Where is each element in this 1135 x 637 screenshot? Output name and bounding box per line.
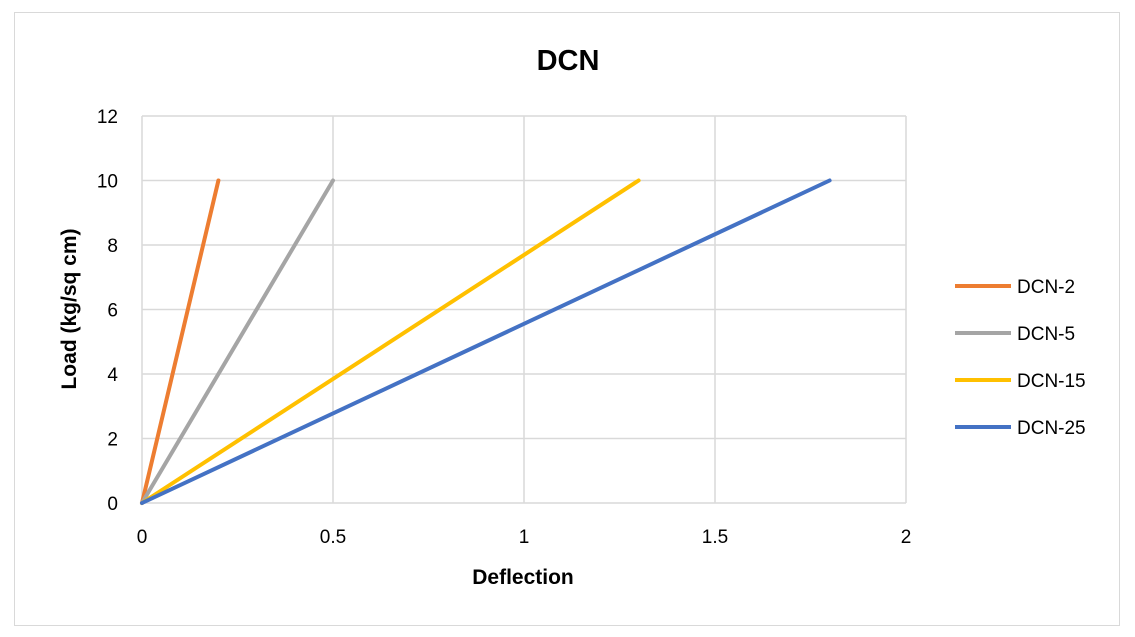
y-tick-label: 2 xyxy=(107,430,118,451)
legend: DCN-2 DCN-5 DCN-15 DCN-25 xyxy=(955,277,1086,439)
legend-item-dcn-25: DCN-25 xyxy=(955,418,1086,439)
y-tick-label: 4 xyxy=(107,365,118,386)
x-tick-label: 0.5 xyxy=(320,527,346,548)
y-axis-title: Load (kg/sq cm) xyxy=(58,228,81,389)
x-tick-label: 0 xyxy=(137,527,148,548)
y-tick-label: 6 xyxy=(107,301,118,322)
series-line-dcn-2 xyxy=(140,178,221,505)
x-tick-label: 2 xyxy=(901,527,912,548)
axes xyxy=(141,116,906,504)
gridlines xyxy=(142,115,907,503)
y-tick-label: 0 xyxy=(107,494,118,515)
legend-item-dcn-15: DCN-15 xyxy=(955,371,1086,392)
legend-label: DCN-15 xyxy=(1017,371,1086,392)
series-line-dcn-15 xyxy=(140,178,641,505)
legend-label: DCN-2 xyxy=(1017,277,1075,298)
x-tick-label: 1 xyxy=(519,527,530,548)
y-tick-label: 10 xyxy=(97,172,118,193)
chart-title: DCN xyxy=(537,45,600,77)
series-line-dcn-5 xyxy=(140,178,335,505)
legend-item-dcn-2: DCN-2 xyxy=(955,277,1075,298)
series-line-dcn-25 xyxy=(140,178,832,505)
legend-label: DCN-25 xyxy=(1017,418,1086,439)
chart-frame xyxy=(14,12,1120,626)
legend-label: DCN-5 xyxy=(1017,324,1075,345)
x-axis-tick-labels: 0 0.5 1 1.5 2 xyxy=(137,527,912,548)
x-axis-title: Deflection xyxy=(472,566,574,589)
x-tick-label: 1.5 xyxy=(702,527,728,548)
y-tick-label: 8 xyxy=(107,236,118,257)
series-lines xyxy=(140,178,832,505)
y-tick-label: 12 xyxy=(97,107,118,128)
legend-item-dcn-5: DCN-5 xyxy=(955,324,1075,345)
y-axis-tick-labels: 0 2 4 6 8 10 12 xyxy=(97,107,119,515)
